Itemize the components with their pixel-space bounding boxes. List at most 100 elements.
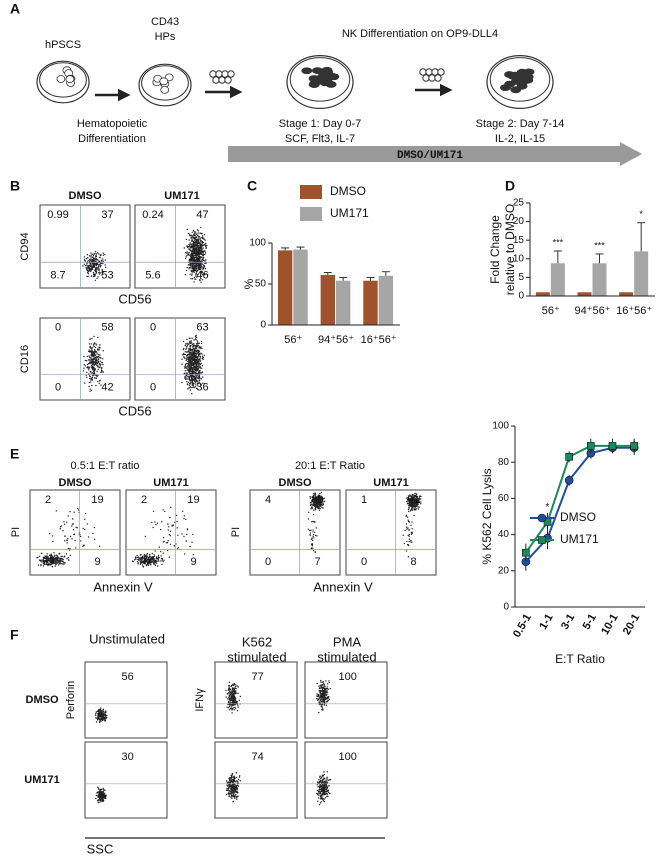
event-dot: [91, 268, 94, 270]
event-dot: [100, 265, 102, 267]
event-dot: [188, 268, 190, 270]
event-dot: [192, 378, 194, 381]
event-dot: [185, 343, 187, 345]
event-dot: [171, 525, 173, 527]
event-dot: [186, 338, 188, 341]
event-dot: [196, 356, 199, 359]
event-dot: [194, 335, 197, 337]
event-dot: [106, 717, 108, 719]
event-dot: [95, 351, 97, 353]
event-dot: [189, 545, 191, 548]
event-dot: [47, 561, 49, 564]
event-dot: [193, 366, 196, 368]
event-dot: [198, 265, 200, 267]
event-dot: [194, 375, 196, 377]
event-dot: [320, 798, 323, 800]
event-dot: [195, 363, 198, 365]
event-dot: [200, 256, 202, 258]
event-dot: [51, 560, 53, 562]
event-dot: [102, 719, 104, 722]
event-dot: [93, 345, 95, 348]
event-dot: [407, 508, 410, 511]
event-dot: [313, 509, 315, 511]
event-dot: [227, 793, 229, 795]
event-dot: [189, 346, 191, 348]
event-dot: [153, 558, 155, 560]
event-dot: [192, 249, 194, 251]
event-dot: [197, 368, 200, 370]
event-dot: [69, 535, 72, 538]
event-dot: [312, 533, 315, 536]
event-dot: [311, 521, 313, 523]
event-dot: [311, 507, 313, 510]
event-dot: [200, 271, 202, 273]
event-dot: [237, 686, 239, 688]
event-dot: [169, 516, 171, 519]
event-dot: [43, 557, 46, 560]
event-dot: [93, 354, 95, 357]
event-dot: [181, 358, 183, 360]
event-dot: [192, 343, 195, 345]
event-dot: [67, 547, 70, 550]
event-dot: [225, 689, 227, 692]
event-dot: [328, 681, 330, 684]
event-dot: [199, 363, 201, 366]
event-dot: [236, 790, 238, 792]
event-dot: [100, 710, 102, 712]
quadrant-value: 5.6: [145, 269, 160, 281]
label: SCF, Flt3, IL-7: [285, 133, 355, 145]
event-dot: [323, 691, 325, 694]
event-dot: [89, 356, 91, 359]
event-dot: [93, 364, 95, 366]
event-dot: [192, 368, 194, 370]
event-dot: [98, 260, 101, 263]
event-dot: [188, 239, 190, 241]
event-dot: [327, 697, 329, 699]
event-dot: [102, 795, 104, 797]
event-dot: [97, 353, 100, 356]
event-dot: [318, 804, 321, 806]
event-dot: [201, 353, 203, 355]
event-dot: [237, 785, 240, 787]
label: DMSO/UM171: [397, 150, 463, 162]
event-dot: [193, 386, 195, 389]
event-dot: [186, 228, 188, 230]
event-dot: [104, 713, 107, 716]
label: DMSO: [279, 477, 312, 489]
event-dot: [100, 720, 102, 723]
label: DMSO: [59, 477, 92, 489]
event-dot: [148, 562, 151, 565]
event-dot: [325, 704, 328, 706]
event-dot: [201, 240, 203, 243]
event-dot: [183, 353, 185, 356]
event-dot: [88, 381, 91, 384]
event-dot: [239, 695, 242, 698]
event-dot: [139, 560, 142, 563]
event-dot: [191, 356, 193, 359]
event-dot: [195, 247, 198, 249]
event-dot: [232, 698, 235, 700]
event-dot: [199, 243, 202, 246]
event-dot: [228, 709, 231, 711]
event-dot: [193, 245, 196, 247]
event-dot: [58, 563, 60, 565]
event-dot: [94, 251, 97, 253]
event-dot: [321, 781, 323, 783]
event-dot: [101, 269, 103, 271]
event-dot: [311, 539, 314, 542]
marker: [608, 442, 617, 450]
event-dot: [226, 784, 228, 786]
event-dot: [102, 260, 105, 262]
event-dot: [188, 378, 190, 380]
event-dot: [312, 549, 315, 552]
event-dot: [191, 235, 194, 237]
event-dot: [323, 771, 325, 773]
event-dot: [197, 350, 199, 352]
label: % K562 Cell Lysis: [480, 468, 494, 564]
event-dot: [96, 718, 99, 720]
event-dot: [199, 246, 202, 248]
flow-plot: [39, 204, 131, 289]
event-dot: [91, 337, 93, 340]
event-dot: [98, 545, 101, 547]
event-dot: [96, 361, 98, 364]
